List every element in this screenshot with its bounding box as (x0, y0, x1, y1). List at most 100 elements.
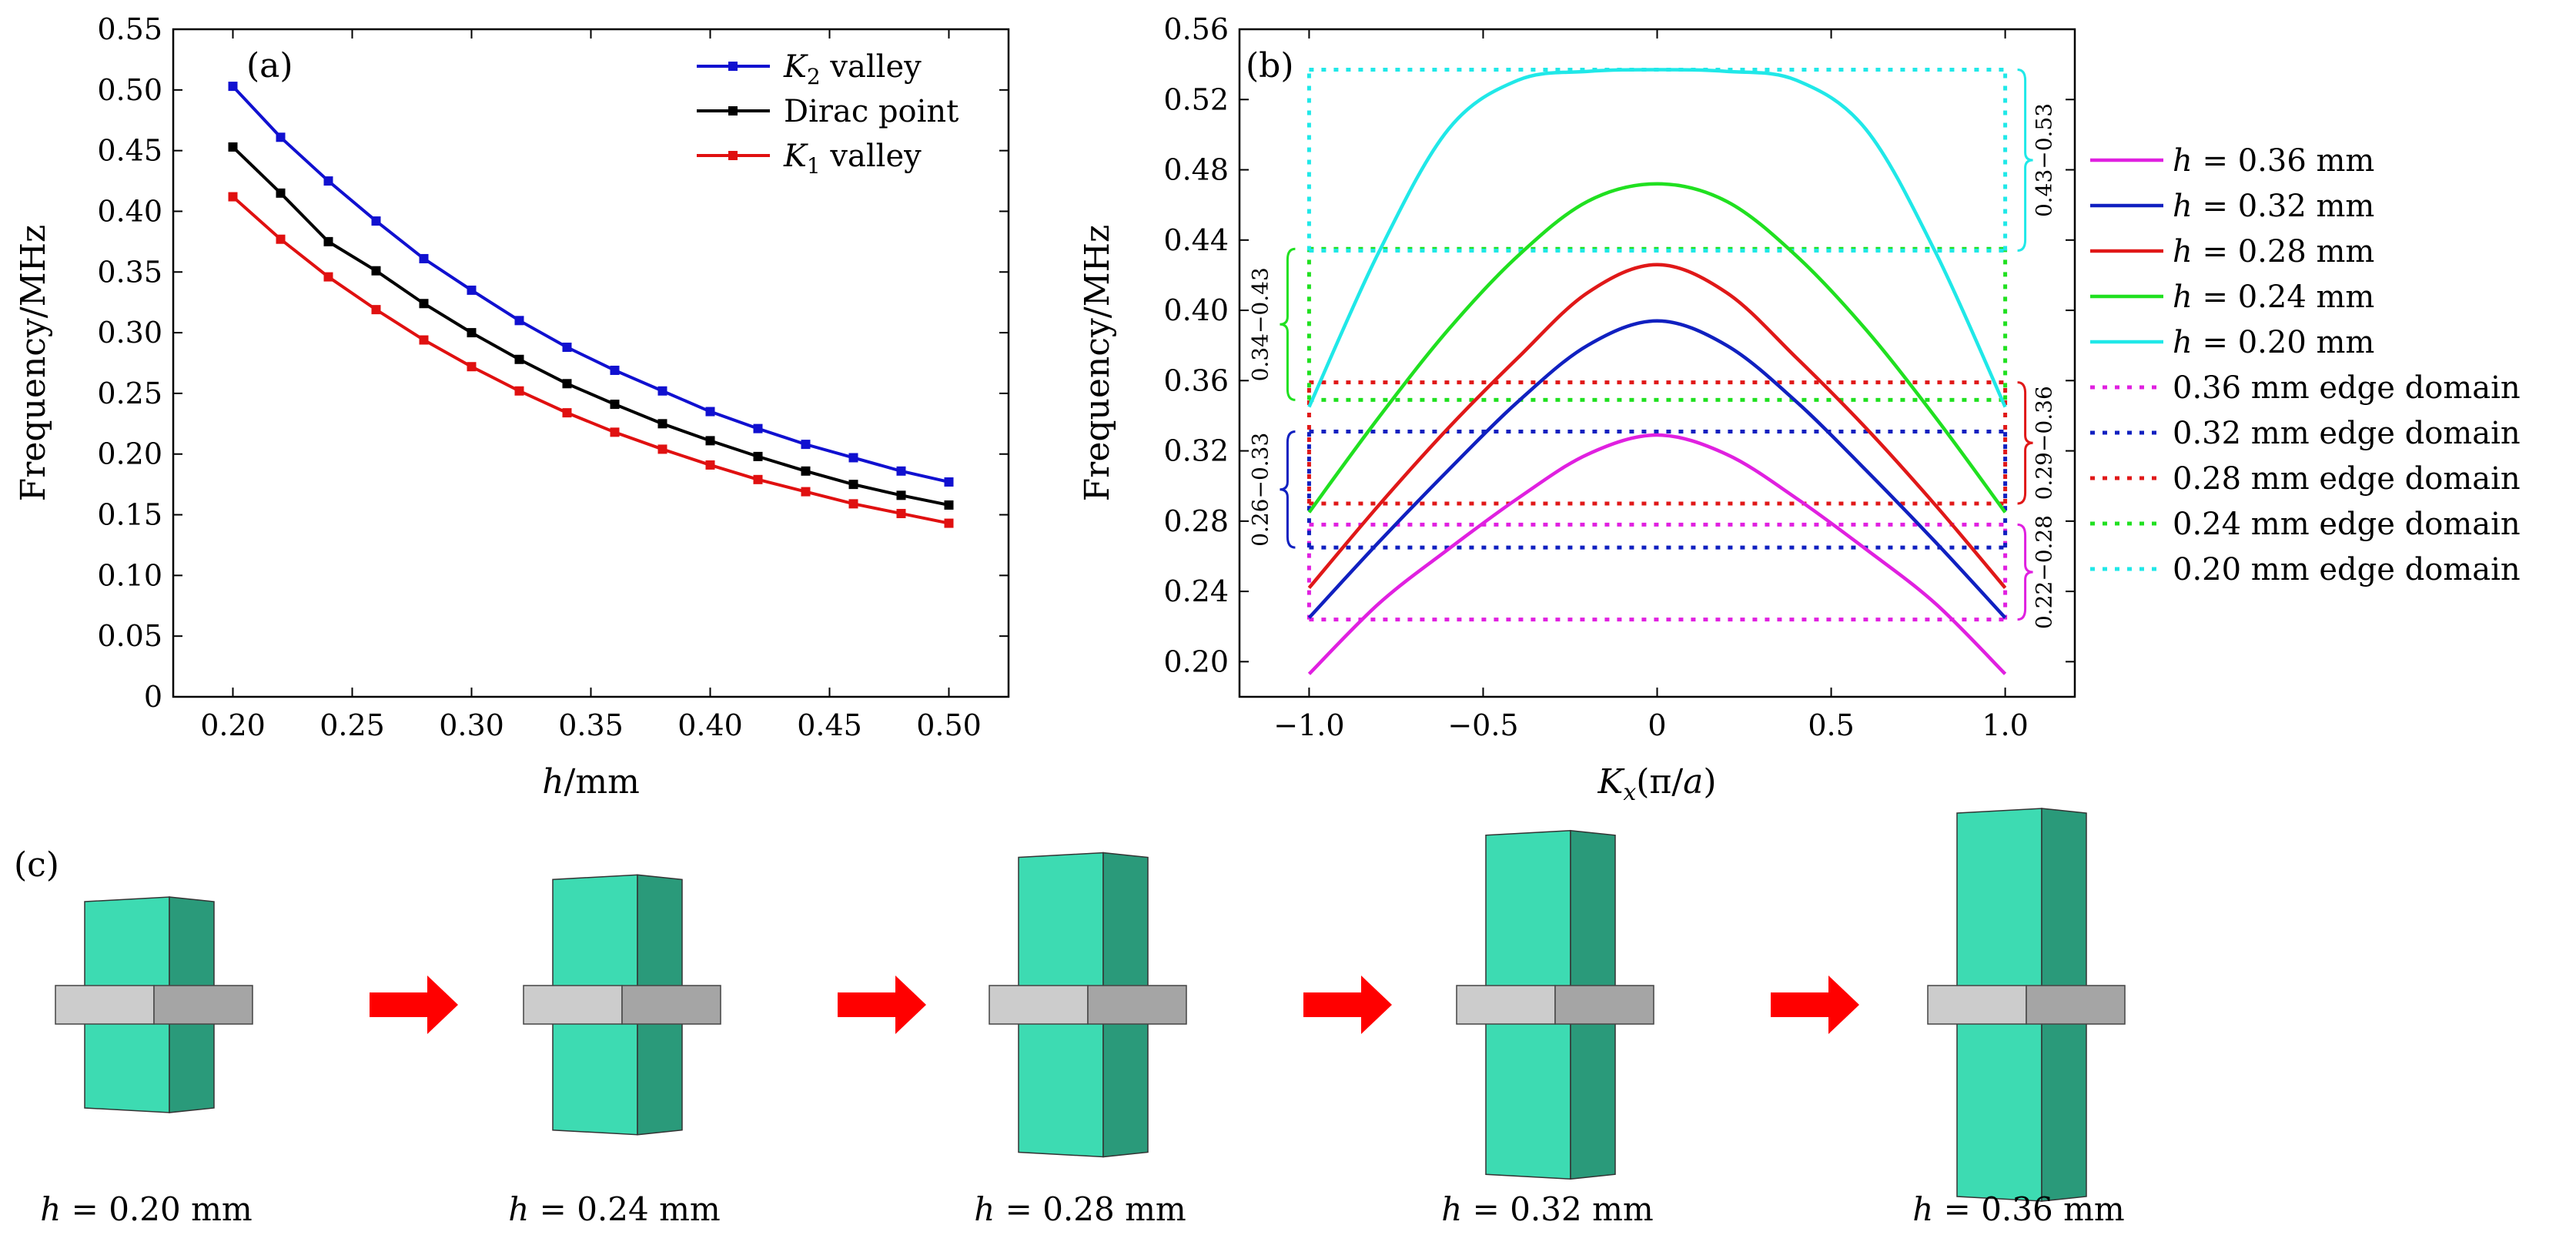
series-point-2 (562, 408, 572, 418)
plate-side (2026, 985, 2126, 1025)
series-point-2 (323, 272, 333, 282)
y-tick-label: 0.45 (97, 134, 162, 168)
series-line-1 (232, 146, 949, 507)
series-point-2 (467, 362, 477, 372)
series-point-1 (467, 328, 477, 338)
plate-front (55, 985, 155, 1025)
caption-var: h (1441, 1190, 1462, 1228)
plate-side (621, 985, 721, 1025)
legend-sym: K (783, 139, 808, 174)
caption-var: h (1912, 1190, 1933, 1228)
series-point-2 (610, 427, 620, 437)
dispersion-curve-3 (1307, 182, 2007, 514)
plate-front (1927, 985, 2027, 1025)
legend-entry-0: K2 valley (783, 49, 922, 89)
series-point-0 (419, 253, 429, 263)
series-point-2 (944, 518, 954, 528)
legend-rest: = 0.20 mm (2193, 325, 2375, 360)
series-point-0 (323, 176, 333, 186)
y-axis-label: Frequency/MHz (1078, 225, 1117, 501)
y-tick-label: 0.28 (1163, 504, 1229, 538)
x-tick-label: 0.5 (1808, 708, 1854, 742)
y-tick-label: 0.55 (97, 12, 162, 46)
series-line-0 (232, 85, 949, 484)
legend-rest: valley (821, 49, 922, 85)
dispersion-curve-4 (1307, 68, 2007, 408)
legend-rest: valley (821, 139, 922, 174)
range-brace-1 (1280, 430, 1296, 549)
legend-entry-8: 0.24 mm edge domain (2173, 507, 2521, 542)
plate-front (1456, 985, 1556, 1025)
y-tick-label: 0.52 (1163, 82, 1229, 116)
legend-entry-1: Dirac point (784, 94, 958, 129)
series-point-0 (610, 365, 620, 375)
legend-entry-3: h = 0.24 mm (2173, 279, 2374, 315)
y-tick-label: 0 (144, 680, 162, 714)
series-point-0 (705, 407, 715, 417)
legend-sym: h (2173, 325, 2193, 360)
series-point-0 (944, 477, 954, 487)
range-label-0: 0.34−0.43 (1247, 267, 1273, 381)
cell-caption-4: h = 0.36 mm (1912, 1190, 2124, 1228)
y-tick-label: 0.24 (1163, 574, 1229, 608)
unit-cell-0 (55, 896, 253, 1113)
legend-entry-1: h = 0.32 mm (2173, 189, 2374, 224)
series-point-1 (323, 236, 333, 246)
y-tick-label: 0.48 (1163, 153, 1229, 187)
caption-rest: = 0.36 mm (1933, 1190, 2124, 1228)
range-brace-4 (2017, 523, 2033, 621)
x-tick-label: 0.45 (797, 708, 862, 742)
panel-c: (c)h = 0.20 mm h = 0.24 mm h = 0.28 mm h = … (14, 808, 2126, 1228)
caption-var: h (40, 1190, 61, 1228)
series-point-0 (801, 440, 811, 450)
series-point-1 (514, 354, 524, 364)
cell-caption-2: h = 0.28 mm (974, 1190, 1186, 1228)
x-axis-label-unit: /mm (564, 762, 640, 802)
legend-name: 0.28 mm edge domain (2173, 461, 2521, 497)
series-point-2 (514, 386, 524, 396)
cell-caption-1: h = 0.24 mm (508, 1190, 720, 1228)
y-tick-label: 0.15 (97, 498, 162, 532)
caption-var: h (974, 1190, 995, 1228)
legend-swatch-marker-0 (728, 62, 738, 71)
unit-cell-4 (1927, 808, 2126, 1202)
y-tick-label: 0.20 (1163, 644, 1229, 678)
range-label-3: 0.29−0.36 (2032, 386, 2057, 500)
series-point-0 (276, 132, 286, 142)
series-point-2 (276, 234, 286, 244)
legend-sym: h (2173, 143, 2193, 179)
legend-rest: = 0.32 mm (2193, 189, 2375, 224)
y-tick-label: 0.35 (97, 255, 162, 289)
series-point-1 (801, 466, 811, 476)
plate-side (153, 985, 253, 1025)
legend-rest: = 0.24 mm (2193, 279, 2375, 315)
x-tick-label: 0.25 (319, 708, 385, 742)
legend-entry-0: h = 0.36 mm (2173, 143, 2374, 179)
series-point-2 (753, 474, 763, 484)
y-tick-label: 0.36 (1163, 363, 1229, 397)
series-point-0 (514, 316, 524, 326)
series-point-1 (896, 490, 906, 500)
series-point-0 (371, 216, 381, 226)
caption-rest: = 0.20 mm (61, 1190, 252, 1228)
x-axis-label-sub: x (1623, 779, 1636, 806)
x-tick-label: 0.40 (677, 708, 743, 742)
range-label-1: 0.26−0.33 (1247, 433, 1273, 547)
red-arrow-0 (370, 976, 458, 1034)
series-point-0 (228, 82, 238, 92)
legend-sym: K (783, 49, 808, 85)
series-point-2 (896, 508, 906, 518)
y-tick-label: 0.40 (1163, 293, 1229, 327)
series-point-2 (657, 444, 667, 454)
x-tick-label: −0.5 (1447, 708, 1518, 742)
unit-cell-2 (989, 852, 1187, 1158)
legend-name: 0.32 mm edge domain (2173, 416, 2521, 451)
legend-entry-9: 0.20 mm edge domain (2173, 552, 2521, 587)
cell-caption-3: h = 0.32 mm (1441, 1190, 1653, 1228)
y-tick-label: 0.30 (97, 316, 162, 350)
series-point-1 (562, 379, 572, 389)
y-tick-label: 0.32 (1163, 434, 1229, 468)
x-axis-label-var: K (1597, 762, 1624, 802)
plate-side (1087, 985, 1187, 1025)
x-axis-label-var2: a (1683, 762, 1703, 802)
